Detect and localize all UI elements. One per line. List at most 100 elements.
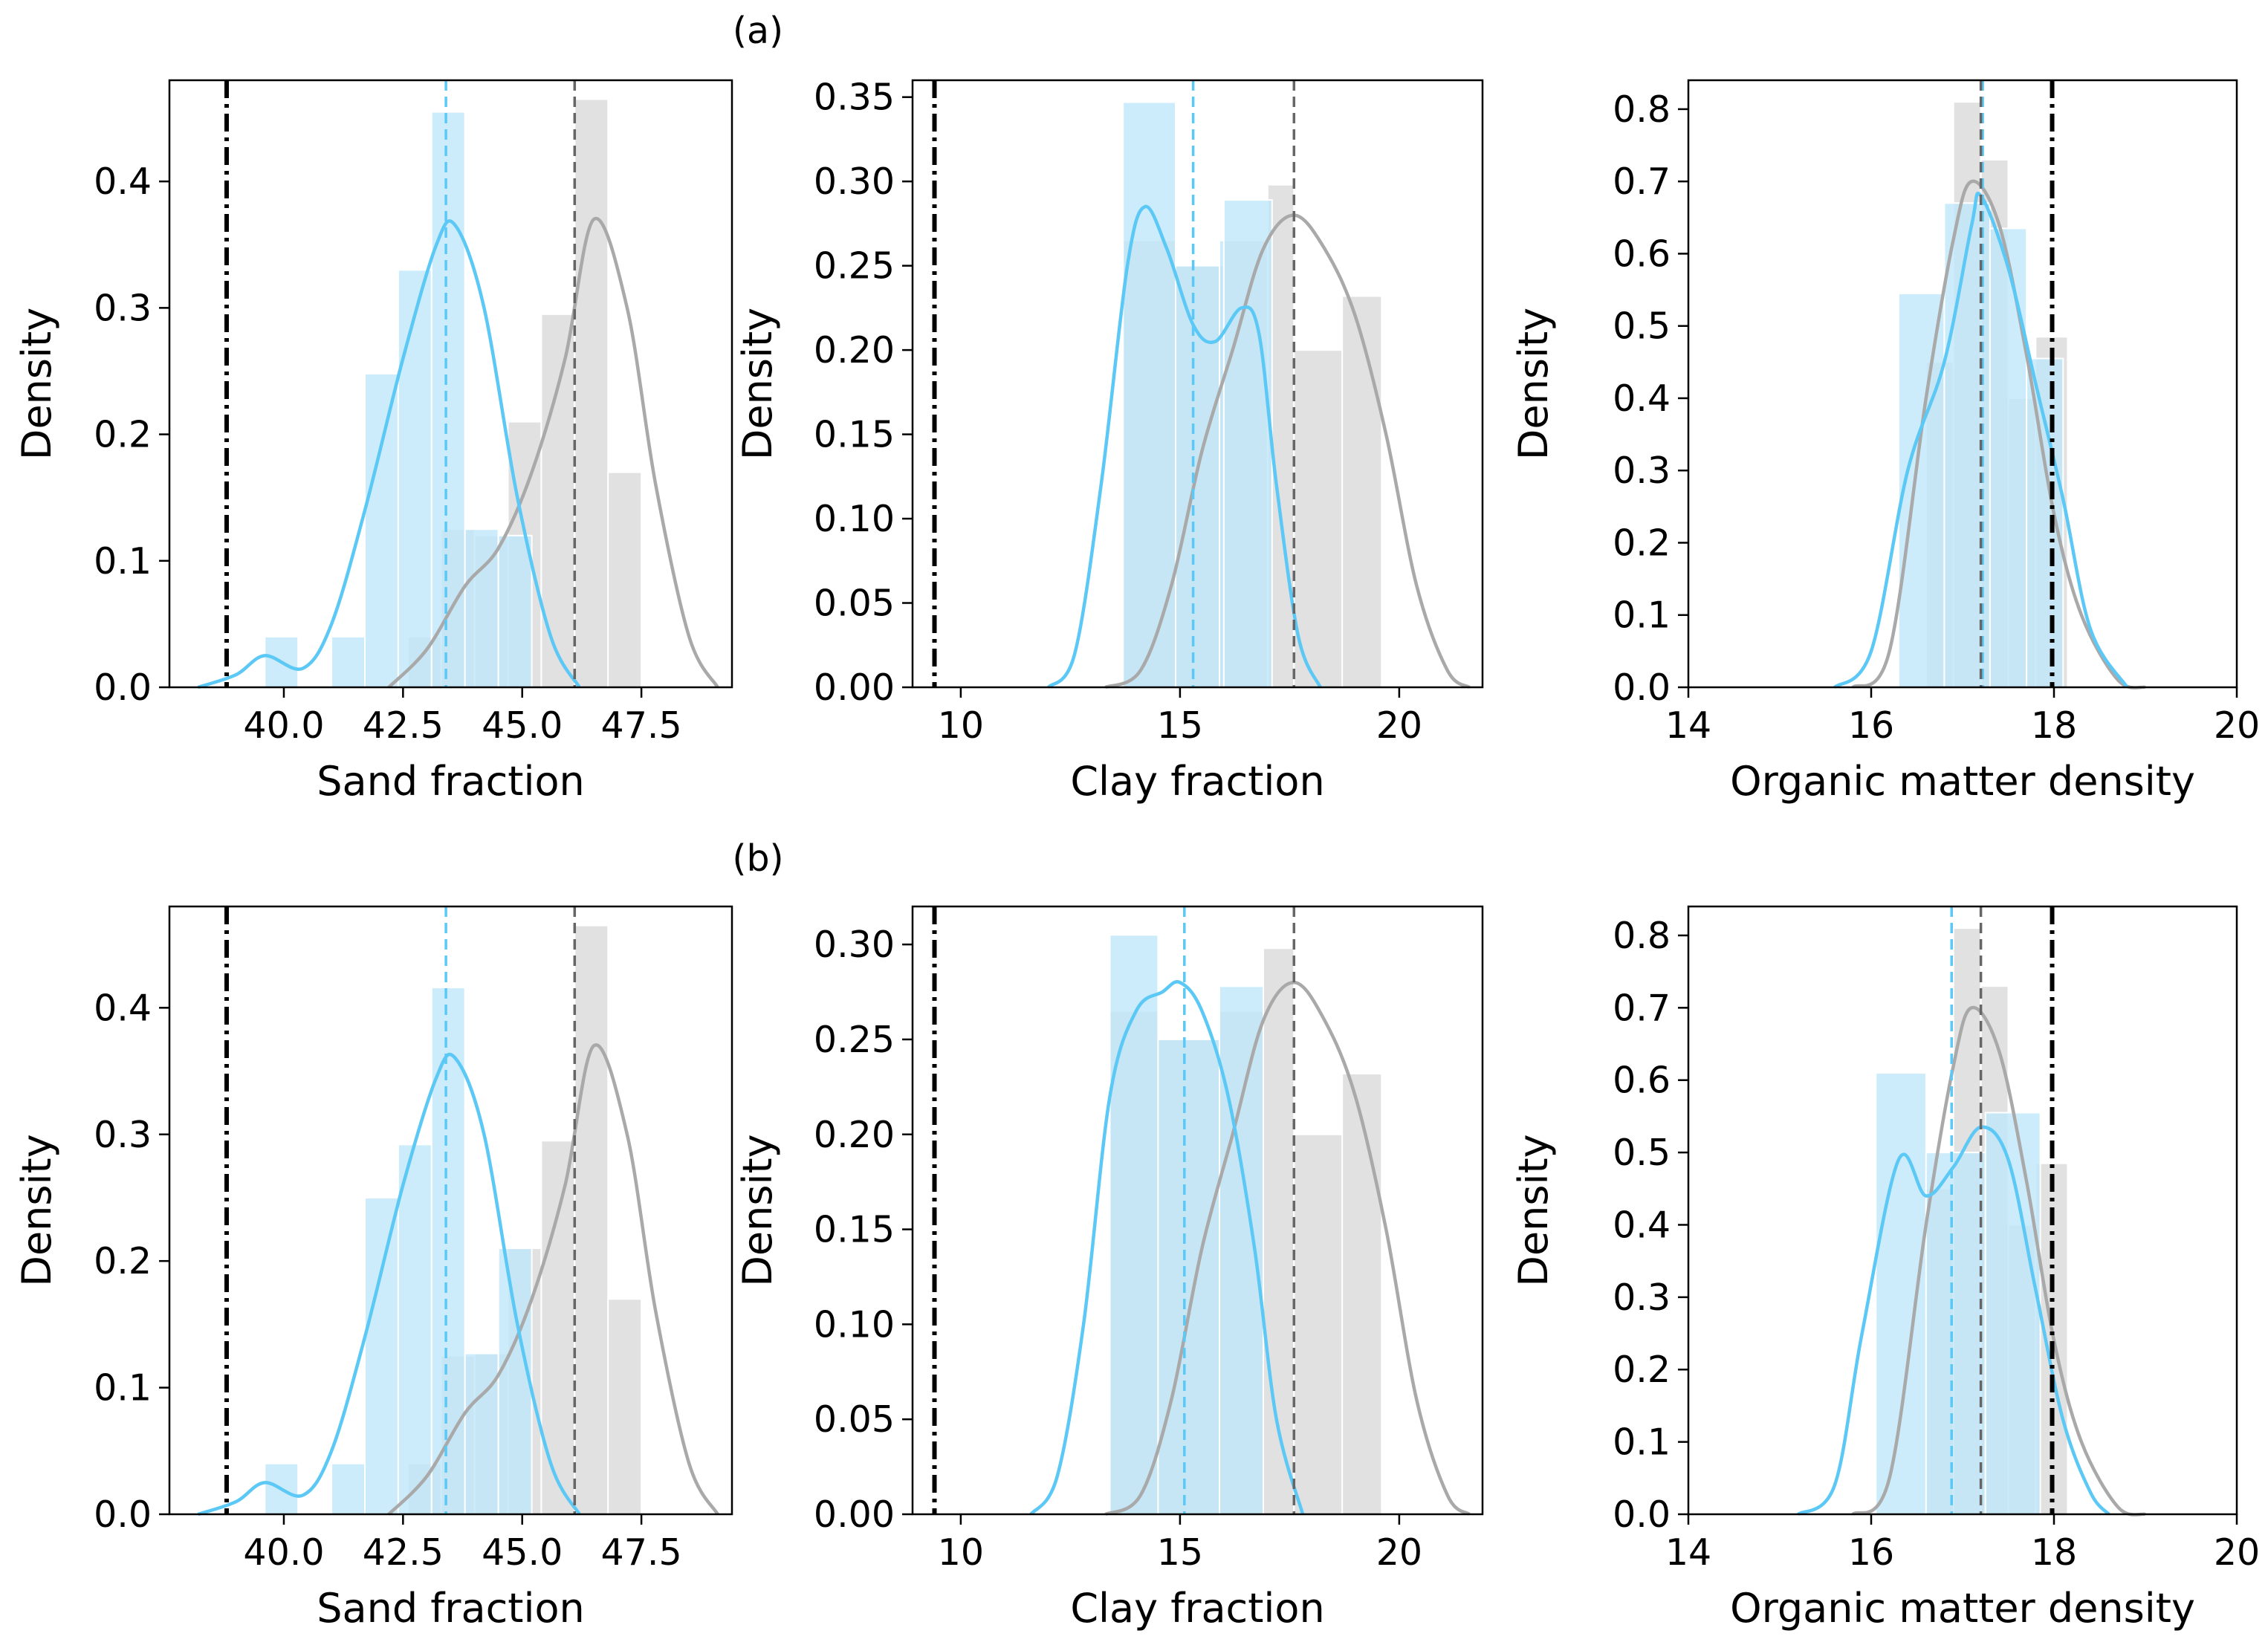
x-tick-label: 47.5 xyxy=(601,1531,682,1574)
reference-hist-bar xyxy=(607,471,643,688)
x-tick-label: 15 xyxy=(1157,704,1203,747)
y-axis-title: Density xyxy=(13,308,60,460)
x-tick-label: 14 xyxy=(1665,1531,1711,1574)
panel-b-organic: 0.0 0.1 0.2 0.3 0.4 0.5 0.6 0.7 0.8 14 16 18 20 Organ… xyxy=(1510,905,2260,1632)
x-axis-title: Sand fraction xyxy=(317,758,584,805)
y-tick-label: 0.3 xyxy=(1613,450,1671,492)
calibrated-hist-bar xyxy=(1989,227,2028,688)
reference-kde-curve xyxy=(1104,981,1471,1516)
panel-b-sand: 0.0 0.1 0.2 0.3 0.4 40.0 42.5 45.0 47.5 Sand frac… xyxy=(13,905,733,1632)
x-tick-label: 16 xyxy=(1848,704,1894,747)
y-tick-label: 0.2 xyxy=(94,1240,152,1282)
calibrated-hist-bar xyxy=(430,111,466,689)
x-tick-label: 20 xyxy=(1376,1531,1422,1574)
x-tick-label: 42.5 xyxy=(363,704,444,747)
reference-kde-curve xyxy=(387,1043,719,1516)
axes-frame xyxy=(168,79,733,689)
y-tick-label: 0.20 xyxy=(814,1114,895,1156)
reference-hist-bar xyxy=(574,98,609,688)
y-tick-label: 0.3 xyxy=(94,287,152,329)
axes-frame xyxy=(1687,905,2238,1516)
y-tick-label: 0.4 xyxy=(94,987,152,1029)
reference-kde-curve xyxy=(387,216,719,689)
y-tick-label: 0.1 xyxy=(94,1367,152,1409)
y-tick-label: 0.25 xyxy=(814,1019,895,1061)
y-tick-label: 0.2 xyxy=(1613,1349,1671,1391)
y-tick-label: 0.1 xyxy=(1613,594,1671,637)
reference-kde-curve xyxy=(1851,1005,2146,1516)
x-axis-title: Sand fraction xyxy=(317,1585,584,1632)
y-tick-label: 0.20 xyxy=(814,329,895,372)
y-tick-label: 0.1 xyxy=(94,540,152,583)
y-tick-label: 0.15 xyxy=(814,1209,895,1251)
y-tick-label: 0.00 xyxy=(814,666,895,709)
y-axis-title: Density xyxy=(13,1134,60,1286)
y-tick-label: 0.6 xyxy=(1613,233,1671,275)
x-tick-label: 20 xyxy=(2214,704,2260,747)
y-tick-label: 0.4 xyxy=(94,160,152,203)
calibrated-hist-bar xyxy=(364,372,399,688)
x-axis-title: Clay fraction xyxy=(1070,1585,1324,1632)
panels: 0.0 0.1 0.2 0.3 0.4 40.0 42.5 45.0 47.5 Sand frac… xyxy=(13,77,2260,1632)
x-tick-label: 18 xyxy=(2031,704,2077,747)
x-tick-label: 20 xyxy=(2214,1531,2260,1574)
calibrated-kde-curve xyxy=(1047,204,1322,689)
y-tick-label: 0.4 xyxy=(1613,377,1671,420)
row-label-a: (a) xyxy=(733,10,783,52)
reference-hist-bar xyxy=(1293,1133,1344,1516)
reference-hist-bar xyxy=(1293,349,1344,688)
x-axis-title: Clay fraction xyxy=(1070,758,1324,805)
x-tick-label: 14 xyxy=(1665,704,1711,747)
y-tick-label: 0.7 xyxy=(1613,987,1671,1029)
calibrated-hist-bar xyxy=(364,1197,399,1515)
y-tick-label: 0.6 xyxy=(1613,1060,1671,1102)
calibrated-hist-bar xyxy=(464,528,499,689)
calibrated-hist-bar xyxy=(331,1462,366,1516)
x-tick-label: 47.5 xyxy=(601,704,682,747)
y-tick-label: 0.7 xyxy=(1613,160,1671,203)
y-tick-label: 0.25 xyxy=(814,245,895,288)
axes-frame xyxy=(168,905,733,1516)
y-tick-label: 0.3 xyxy=(94,1114,152,1156)
x-tick-label: 42.5 xyxy=(363,1531,444,1574)
row-label-b: (b) xyxy=(732,837,783,880)
calibrated-hist-bar xyxy=(1222,199,1273,689)
calibrated-hist-bar xyxy=(497,534,533,689)
x-tick-label: 16 xyxy=(1848,1531,1894,1574)
y-tick-label: 0.2 xyxy=(94,414,152,456)
calibrated-hist-bar xyxy=(331,635,366,689)
calibrated-kde-curve xyxy=(197,1052,581,1516)
y-tick-label: 0.0 xyxy=(94,666,152,709)
calibrated-hist-bar xyxy=(1897,292,1945,688)
calibrated-hist-bar xyxy=(464,1352,499,1515)
x-axis-title: Organic matter density xyxy=(1730,1585,2195,1632)
x-tick-label: 15 xyxy=(1157,1531,1203,1574)
reference-kde-curve xyxy=(1851,179,2146,690)
panel-a-organic: 0.0 0.1 0.2 0.3 0.4 0.5 0.6 0.7 0.8 14 16 18 20 Organ… xyxy=(1510,79,2260,805)
axes-frame xyxy=(1687,79,2238,689)
panel-a-sand: 0.0 0.1 0.2 0.3 0.4 40.0 42.5 45.0 47.5 Sand frac… xyxy=(13,79,733,805)
y-tick-label: 0.0 xyxy=(1613,666,1671,709)
calibrated-hist-bar xyxy=(1109,934,1159,1516)
x-tick-label: 40.0 xyxy=(243,1531,324,1574)
panel-a-clay: 0.00 0.05 0.10 0.15 0.20 0.25 0.30 0.35 10 15 20 Cl… xyxy=(734,77,1484,805)
x-tick-label: 45.0 xyxy=(482,704,563,747)
y-tick-label: 0.8 xyxy=(1613,915,1671,957)
axes-frame xyxy=(911,905,1484,1516)
y-tick-label: 0.10 xyxy=(814,498,895,540)
calibrated-hist-bar xyxy=(1925,1152,1986,1515)
y-tick-label: 0.00 xyxy=(814,1493,895,1536)
axes-frame xyxy=(911,79,1484,689)
y-tick-label: 0.10 xyxy=(814,1303,895,1346)
y-axis-title: Density xyxy=(734,308,781,460)
x-tick-label: 18 xyxy=(2031,1531,2077,1574)
x-tick-label: 45.0 xyxy=(482,1531,563,1574)
y-axis-title: Density xyxy=(1510,1134,1557,1286)
y-tick-label: 0.35 xyxy=(814,77,895,119)
reference-hist-bar xyxy=(1341,1073,1383,1515)
calibrated-hist-bar xyxy=(397,269,432,688)
y-tick-label: 0.3 xyxy=(1613,1276,1671,1319)
y-tick-label: 0.05 xyxy=(814,1398,895,1441)
panel-b-clay: 0.00 0.05 0.10 0.15 0.20 0.25 0.30 10 15 20 Clay f… xyxy=(734,905,1484,1632)
